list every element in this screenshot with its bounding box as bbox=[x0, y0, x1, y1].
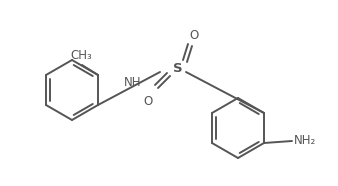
Text: S: S bbox=[173, 62, 183, 75]
Text: NH₂: NH₂ bbox=[294, 134, 316, 147]
Text: NH: NH bbox=[124, 76, 142, 89]
Text: CH₃: CH₃ bbox=[70, 49, 92, 62]
Text: O: O bbox=[143, 94, 153, 108]
Text: O: O bbox=[189, 28, 199, 41]
